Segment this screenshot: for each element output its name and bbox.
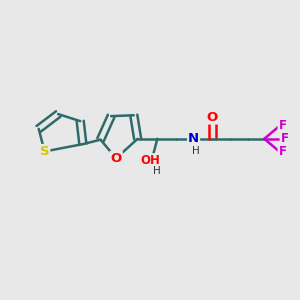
Text: OH: OH <box>140 154 160 167</box>
Text: O: O <box>207 110 218 124</box>
Text: O: O <box>110 152 122 165</box>
Text: F: F <box>278 119 286 132</box>
Text: N: N <box>188 132 199 145</box>
Text: F: F <box>278 145 286 158</box>
Text: S: S <box>40 145 50 158</box>
Text: H: H <box>192 146 200 156</box>
Text: H: H <box>153 167 160 176</box>
Text: F: F <box>280 132 289 145</box>
